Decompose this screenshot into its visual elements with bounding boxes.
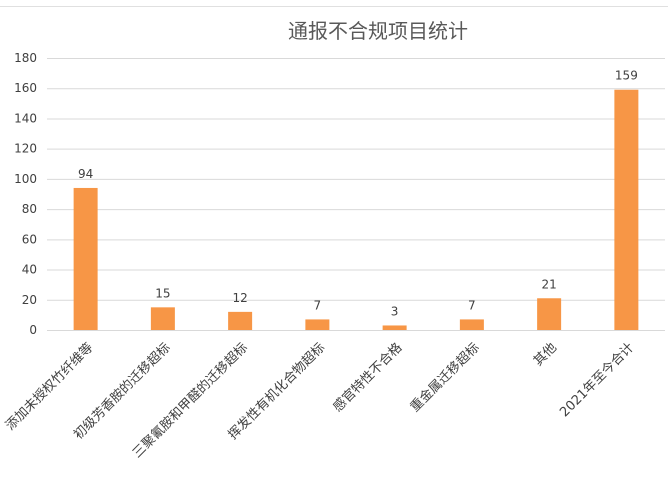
data-label: 94: [78, 167, 93, 181]
x-tick-label: 其他: [531, 340, 560, 369]
data-label: 7: [468, 298, 476, 312]
y-tick-label: 60: [22, 232, 37, 246]
bar: [305, 319, 330, 330]
y-tick-label: 0: [29, 323, 37, 337]
y-tick-label: 100: [14, 172, 37, 186]
data-label: 7: [314, 298, 322, 312]
bar: [73, 187, 98, 330]
x-tick-label: 感官特性不合格: [330, 340, 406, 416]
data-label: 3: [391, 304, 399, 318]
y-tick-label: 180: [14, 51, 37, 65]
bar: [459, 319, 484, 330]
data-label: 15: [155, 286, 170, 300]
bar: [382, 325, 407, 330]
x-tick-label: 2021年至今合计: [557, 340, 638, 421]
data-label: 21: [541, 277, 556, 291]
bar: [614, 89, 639, 330]
y-tick-label: 20: [22, 293, 37, 307]
y-tick-label: 160: [14, 81, 37, 95]
y-tick-label: 120: [14, 142, 37, 156]
chart-title: 通报不合规项目统计: [288, 19, 468, 43]
data-label: 159: [615, 69, 638, 83]
y-tick-label: 40: [22, 263, 37, 277]
x-tick-label: 重金属迁移超标: [407, 340, 483, 416]
y-tick-label: 80: [22, 202, 37, 216]
bar: [150, 307, 175, 330]
y-tick-label: 140: [14, 111, 37, 125]
bar: [228, 311, 253, 330]
bar: [537, 298, 562, 330]
data-label: 12: [232, 291, 247, 305]
x-tick-label: 添加未授权竹纤维等: [2, 340, 96, 434]
